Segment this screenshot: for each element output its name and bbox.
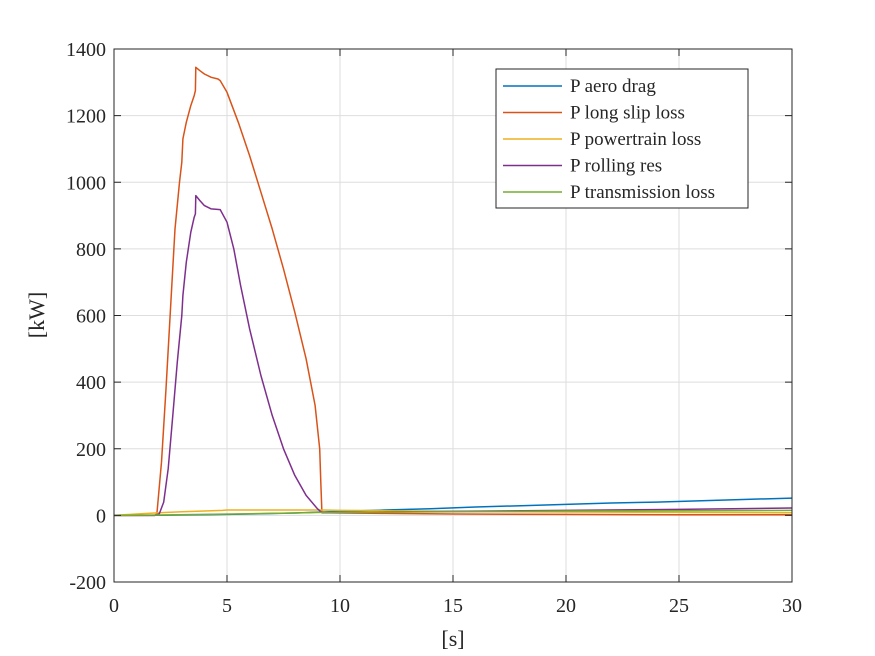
- series-lines: [113, 66, 793, 517]
- series-line-p-long-slip-loss: [114, 66, 792, 517]
- y-tick-label: -200: [69, 572, 106, 594]
- series-line-p-transmission-loss: [113, 509, 793, 517]
- legend-label-p-long-slip-loss: P long slip loss: [570, 103, 685, 124]
- x-tick-label: 0: [109, 595, 119, 617]
- y-tick-label: 400: [76, 372, 106, 394]
- legend-label-p-aero-drag: P aero drag: [570, 76, 656, 97]
- x-tick-label: 30: [782, 595, 802, 617]
- legend-label-p-transmission-loss: P transmission loss: [570, 182, 715, 203]
- y-tick-label: 1200: [66, 106, 106, 128]
- y-tick-label: 0: [96, 505, 106, 527]
- legend-label-p-rolling-res: P rolling res: [570, 156, 662, 177]
- legend-label-p-powertrain-loss: P powertrain loss: [570, 129, 701, 150]
- x-tick-label: 5: [222, 595, 232, 617]
- x-tick-label: 15: [443, 595, 463, 617]
- axis-ticks: 0 5 10 15 20 25 30-200020040060080010001200140…: [66, 39, 802, 617]
- y-tick-label: 1400: [66, 39, 106, 61]
- y-axis-label: [kW]: [24, 292, 49, 338]
- legend-entries: P aero drag P long slip loss P powertrain …: [503, 76, 715, 203]
- y-tick-label: 1000: [66, 172, 106, 194]
- x-tick-label: 10: [330, 595, 350, 617]
- x-tick-label: 25: [669, 595, 689, 617]
- y-tick-label: 600: [76, 306, 106, 328]
- x-tick-label: 20: [556, 595, 576, 617]
- y-tick-label: 800: [76, 239, 106, 261]
- y-tick-label: 200: [76, 439, 106, 461]
- x-axis-label: [s]: [441, 626, 464, 651]
- legend: P aero drag P long slip loss P powertrain …: [495, 68, 749, 209]
